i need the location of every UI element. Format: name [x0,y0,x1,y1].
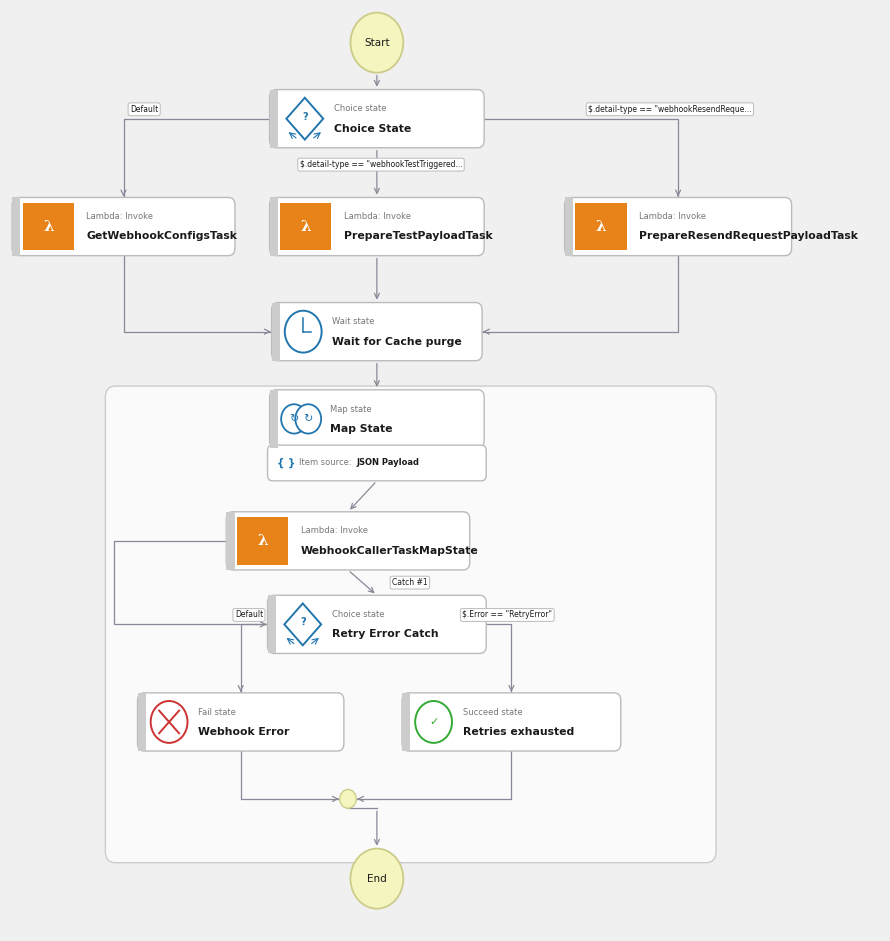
Bar [270,198,278,256]
Text: $.Error == "RetryError": $.Error == "RetryError" [462,611,553,619]
Text: Map State: Map State [330,423,392,434]
Circle shape [281,405,307,434]
Text: Retries exhausted: Retries exhausted [463,726,574,737]
Text: λ: λ [43,219,53,233]
Text: Succeed state: Succeed state [463,708,522,716]
Circle shape [295,405,321,434]
Text: λ: λ [257,534,268,548]
Polygon shape [287,98,323,139]
Text: { }: { } [278,458,295,468]
Text: WebhookCallerTaskMapState: WebhookCallerTaskMapState [301,546,478,556]
Text: ↻: ↻ [289,414,299,423]
FancyBboxPatch shape [270,390,484,448]
FancyBboxPatch shape [271,303,482,360]
FancyBboxPatch shape [105,386,716,863]
Bar [138,693,146,751]
Text: PrepareResendRequestPayloadTask: PrepareResendRequestPayloadTask [639,231,858,242]
FancyBboxPatch shape [402,693,620,751]
Text: Wait for Cache purge: Wait for Cache purge [332,337,462,346]
Text: $.detail-type == "webhookTestTriggered...: $.detail-type == "webhookTestTriggered..… [300,160,462,169]
Text: JSON Payload: JSON Payload [357,458,420,468]
Bar [564,198,573,256]
Text: Default: Default [130,104,158,114]
Text: Choice state: Choice state [334,104,386,113]
Text: End: End [367,873,387,884]
Text: λ: λ [595,219,606,233]
Text: $.detail-type == "webhookResendReque...: $.detail-type == "webhookResendReque... [588,104,751,114]
Bar [270,390,278,448]
Text: Choice State: Choice State [334,123,411,134]
Text: Lambda: Invoke: Lambda: Invoke [301,526,368,535]
Text: ↻: ↻ [303,414,313,423]
Text: Map state: Map state [330,405,372,413]
FancyBboxPatch shape [270,89,484,148]
Bar [271,303,280,360]
Polygon shape [284,603,321,646]
Text: Wait state: Wait state [332,317,375,327]
FancyBboxPatch shape [268,596,486,653]
FancyBboxPatch shape [138,693,344,751]
Text: Start: Start [364,38,390,48]
Circle shape [285,311,321,353]
FancyBboxPatch shape [12,198,235,256]
Bar [226,512,235,570]
Text: Retry Error Catch: Retry Error Catch [332,630,439,639]
Text: Choice state: Choice state [332,610,384,619]
Circle shape [351,12,403,72]
Text: Lambda: Invoke: Lambda: Invoke [344,212,411,221]
Bar [575,202,627,250]
Text: Default: Default [235,611,263,619]
FancyBboxPatch shape [226,512,470,570]
Bar [23,202,74,250]
FancyBboxPatch shape [270,198,484,256]
Bar [237,517,288,565]
Text: Item source:: Item source: [299,458,354,468]
FancyBboxPatch shape [268,445,486,481]
Text: Webhook Error: Webhook Error [198,726,289,737]
Text: GetWebhookConfigsTask: GetWebhookConfigsTask [86,231,238,242]
Text: PrepareTestPayloadTask: PrepareTestPayloadTask [344,231,492,242]
Text: ✓: ✓ [429,717,438,727]
Circle shape [415,701,452,742]
Text: ?: ? [302,112,308,121]
Bar [402,693,410,751]
Circle shape [351,849,403,909]
Bar [280,202,331,250]
Text: λ: λ [301,219,311,233]
Bar [268,596,276,653]
Circle shape [340,789,356,808]
Text: Lambda: Invoke: Lambda: Invoke [86,212,153,221]
Text: ?: ? [300,617,305,628]
Circle shape [150,701,188,742]
Text: Fail state: Fail state [198,708,236,716]
Text: Lambda: Invoke: Lambda: Invoke [639,212,706,221]
FancyBboxPatch shape [564,198,791,256]
Bar [270,89,278,148]
Text: Catch #1: Catch #1 [392,578,428,587]
Bar [12,198,20,256]
